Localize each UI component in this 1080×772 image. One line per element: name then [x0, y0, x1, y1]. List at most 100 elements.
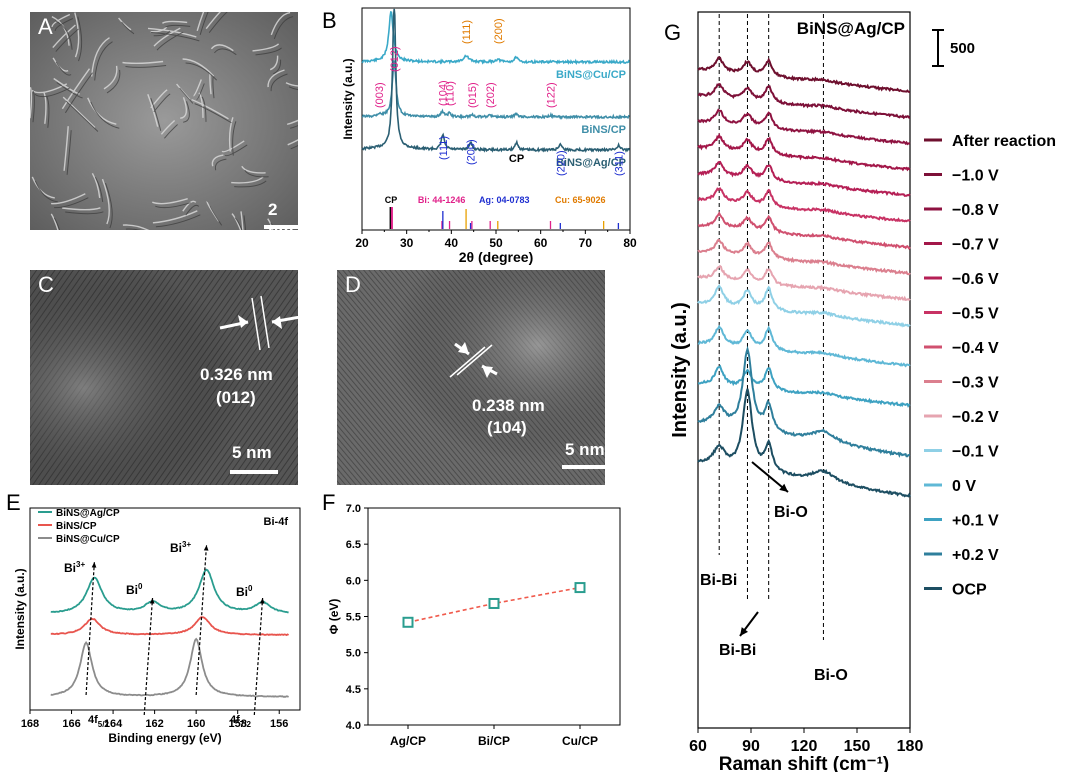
sem-flake-edge [269, 55, 279, 71]
arrow-head [259, 598, 265, 604]
scale-bar-line [230, 470, 278, 474]
sem-flake-edge [191, 98, 229, 120]
sem-flake-edge [267, 218, 274, 230]
xrd-series-line [361, 8, 631, 153]
sem-flake-edge [198, 92, 204, 118]
raman-series-line [697, 264, 911, 302]
ag-peak-label: (311) [613, 151, 625, 176]
sem-flake-shadow [234, 217, 243, 230]
xrd-series-line [361, 60, 630, 120]
bi-peak-label: (110) [445, 81, 457, 106]
sem-flake-edge [53, 77, 80, 95]
xrd-series-label: BiNS/CP [581, 124, 626, 136]
panel-label-g: G [664, 20, 682, 45]
label-bi-o: Bi-O [814, 667, 848, 684]
sem-flake-edge [91, 37, 110, 77]
sem-flake-edge [221, 140, 245, 153]
sem-flake-shadow [55, 61, 72, 76]
y-tick-label: 4.5 [346, 684, 361, 696]
scale-bar-label-d: 5 nm [565, 440, 605, 459]
y-tick-label: 5.5 [346, 612, 361, 624]
sem-flake-shadow [64, 72, 93, 114]
sem-flake-edge [287, 139, 298, 146]
sem-flake-edge [147, 93, 159, 127]
plot-frame [367, 507, 621, 726]
panel-g-title: BiNS@Ag/CP [797, 19, 905, 38]
label-bi3plus: Bi3+ [170, 540, 191, 555]
raman-series-line [697, 238, 911, 276]
legend-label: −0.3 V [952, 375, 999, 392]
x-axis-label: 2θ (degree) [459, 249, 533, 265]
sem-flake-edge [91, 172, 101, 198]
y-axis-label: Intensity (a.u.) [669, 302, 691, 438]
x-tick-label: 120 [791, 738, 818, 755]
sem-flake-shadow [164, 124, 178, 139]
sem-flake-shadow [224, 144, 248, 157]
raman-series-line [697, 132, 911, 172]
sem-flake-shadow [105, 182, 113, 229]
raman-series-line [697, 388, 911, 498]
label-bi-bi: Bi-Bi [700, 572, 737, 589]
sem-flake-shadow [212, 77, 215, 99]
sem-flake-shadow [153, 30, 171, 37]
sem-flake-edge [270, 12, 291, 36]
x-tick-label: 166 [62, 718, 80, 730]
sem-flake-edge [61, 68, 91, 110]
x-tick-label: 30 [400, 236, 414, 250]
arrow-head [149, 598, 155, 604]
x-tick-label: Ag/CP [390, 734, 426, 748]
panel-c-hrtem-image: C 0.326 nm (012) 5 nm [30, 270, 298, 485]
sem-flake-edge [122, 224, 150, 230]
x-tick-label: 40 [445, 236, 459, 250]
xrd-series-line [361, 10, 631, 66]
arrow-head [203, 545, 209, 551]
plot-frame [697, 11, 911, 729]
d-spacing-d: 0.238 nm [472, 396, 545, 415]
sem-flake-shadow [201, 96, 207, 122]
bi-peak-label: (003) [374, 82, 386, 108]
dashed-arrow [85, 561, 95, 696]
sem-flake-edge [160, 119, 176, 135]
legend-label: After reaction [952, 133, 1056, 150]
label-bi-o: Bi-O [774, 504, 808, 521]
legend-label: +0.1 V [952, 513, 999, 530]
sem-flake-shadow [46, 96, 50, 128]
data-point [574, 582, 586, 594]
x-tick-label: 168 [21, 718, 39, 730]
x-axis-label: Binding energy (eV) [108, 731, 221, 745]
sem-flake-shadow [155, 214, 201, 228]
sem-flake-shadow [165, 24, 191, 28]
hrtem-d-texture [337, 270, 605, 485]
sem-flake-shadow [54, 18, 74, 31]
sem-flake-shadow [209, 205, 223, 226]
sem-flake-shadow [34, 180, 58, 203]
sem-flake-edge [182, 58, 215, 77]
x-tick-label: 164 [104, 718, 123, 730]
x-tick-label: Cu/CP [562, 734, 598, 748]
sem-flake-shadow [288, 86, 298, 91]
ag-peak-label: (111) [438, 136, 450, 160]
ref-card-bi: Bi: 44-1246 [418, 195, 466, 205]
sem-flake-shadow [272, 59, 282, 75]
x-axis-label: Raman shift (cm⁻¹) [719, 754, 890, 772]
legend-label: −0.4 V [952, 340, 999, 357]
sem-flake-shadow [243, 215, 247, 230]
sem-flake-edge [101, 178, 110, 225]
cp-peak-label: CP [509, 153, 524, 165]
ref-card-cp: CP [385, 195, 398, 205]
sem-flake-shadow [90, 101, 120, 129]
scale-bar-line [562, 465, 605, 469]
sem-flake-shadow [290, 144, 298, 150]
cu-peak-label: (200) [493, 18, 505, 44]
y-axis-label: Intensity (a.u.) [13, 568, 27, 649]
legend-label: BiNS@Ag/CP [56, 508, 120, 519]
x-tick-label: 70 [579, 236, 593, 250]
x-tick-label: 162 [145, 718, 163, 730]
sem-flake-shadow [94, 41, 113, 81]
sem-flake-shadow [273, 16, 294, 40]
sem-flake-edge [228, 117, 234, 152]
legend-label: OCP [952, 582, 987, 599]
sem-flake-shadow [125, 228, 141, 230]
sem-flake-edge [62, 96, 96, 129]
plane-d: (104) [487, 418, 527, 437]
